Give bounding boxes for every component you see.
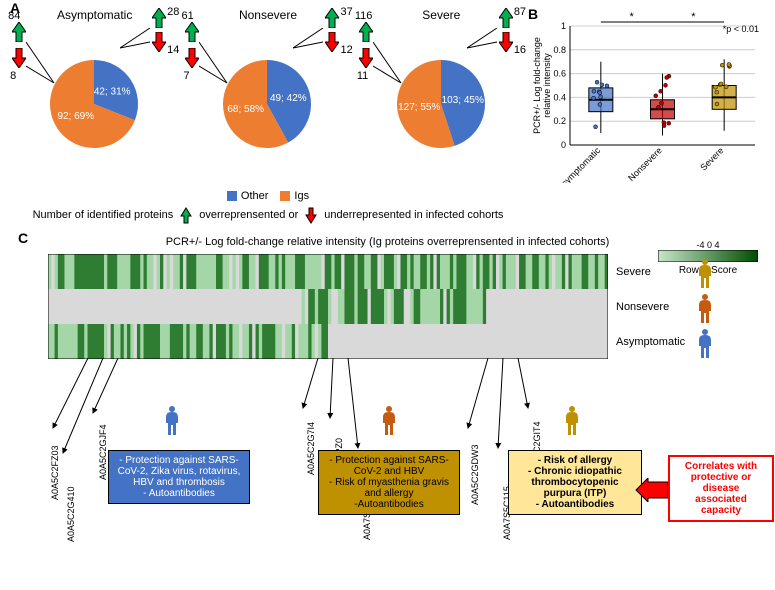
svg-text:0.6: 0.6 [553, 69, 566, 79]
svg-text:0.2: 0.2 [553, 116, 566, 126]
info-box-blue: - Protection against SARS-CoV-2, Zika vi… [108, 450, 250, 504]
info-box-orange: - Protection against SARS-CoV-2 and HBV-… [318, 450, 460, 515]
heatmap [48, 254, 608, 359]
svg-text:*: * [630, 11, 635, 23]
red-arrow-icon [634, 478, 670, 502]
svg-text:127; 55%: 127; 55% [398, 102, 440, 113]
human-icon [563, 405, 585, 445]
svg-text:relative intensity: relative intensity [542, 53, 552, 118]
accession-label: A0A5C2GDW3 [470, 444, 480, 505]
svg-text:1: 1 [561, 21, 566, 31]
svg-text:103; 45%: 103; 45% [441, 95, 483, 106]
boxplot-chart: 0 0.2 0.4 0.6 0.8 1 PCR+/- Log fold-changerela… [528, 8, 763, 183]
svg-text:0.4: 0.4 [553, 92, 566, 102]
pie-legend: Other Igs [8, 190, 528, 202]
panel-c-label: C [18, 230, 28, 246]
accession-label: A0A5C2GJF4 [98, 424, 108, 480]
row-label-severe: Severe [616, 266, 651, 278]
connector-lines [48, 358, 648, 458]
pie-charts-section: Asymptomatic42; 31%92; 69%8482814 Nonsev… [8, 8, 528, 186]
svg-text:0.8: 0.8 [553, 45, 566, 55]
accession-label: A0A5C2FZ03 [50, 445, 60, 500]
human-icon-nonsevere [696, 293, 714, 325]
svg-text:*: * [691, 11, 696, 23]
svg-text:42; 31%: 42; 31% [94, 86, 131, 97]
panel-a-caption: Number of identified proteins overrepren… [8, 206, 528, 224]
svg-text:Severe: Severe [698, 145, 725, 172]
svg-text:0: 0 [561, 140, 566, 150]
svg-text:68; 58%: 68; 58% [228, 104, 265, 115]
svg-text:49; 42%: 49; 42% [270, 93, 307, 104]
info-box-yellow: - Risk of allergy- Chronic idiopathic th… [508, 450, 642, 515]
svg-text:PCR+/- Log fold-change: PCR+/- Log fold-change [532, 37, 542, 134]
accession-label: A0A5C2G410 [66, 486, 76, 542]
svg-text:*p < 0.01: *p < 0.01 [723, 24, 759, 34]
legend-igs: Igs [294, 190, 309, 202]
human-icon [380, 405, 402, 445]
human-icon [163, 405, 185, 445]
svg-text:92; 69%: 92; 69% [58, 111, 95, 122]
accession-label: A0A5C2G7I4 [306, 422, 316, 475]
correlate-box: Correlates with protective or disease as… [668, 455, 774, 522]
svg-text:Nonsevere: Nonsevere [626, 145, 664, 183]
human-icon-asymptomatic [696, 328, 714, 360]
panel-b-label: B [528, 6, 538, 22]
row-label-asymptomatic: Asymptomatic [616, 336, 685, 348]
svg-text:Asymptomatic: Asymptomatic [555, 145, 602, 183]
human-icon-severe [696, 258, 714, 290]
row-label-nonsevere: Nonsevere [616, 301, 669, 313]
legend-other: Other [241, 190, 269, 202]
